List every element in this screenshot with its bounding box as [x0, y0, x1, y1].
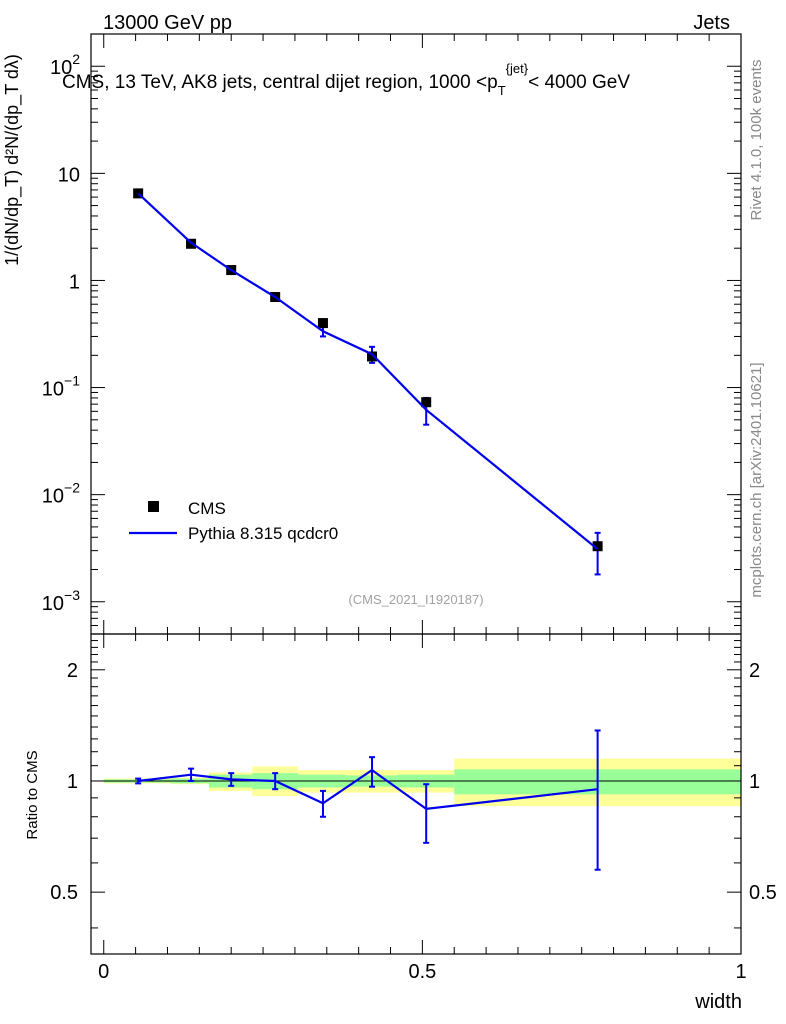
- chart-title-pt-sup: {jet}: [506, 61, 529, 76]
- mcplots-label: mcplots.cern.ch [arXiv:2401.10621]: [748, 362, 765, 597]
- cms-data-point: [367, 351, 378, 362]
- ratio-y-axis-label: Ratio to CMS: [24, 750, 41, 839]
- main-y-tick-base: 10: [58, 164, 80, 186]
- ratio-y-tick-label-left: 0.5: [50, 882, 78, 904]
- header-category: Jets: [693, 12, 730, 34]
- chart-title: CMS, 13 TeV, AK8 jets, central dijet reg…: [62, 61, 630, 98]
- ratio-y-tick-label-right: 0.5: [749, 882, 777, 904]
- main-y-tick-base: 10: [42, 379, 64, 401]
- chart-title-rest: < 4000 GeV: [528, 72, 630, 93]
- cms-data-point: [592, 541, 603, 552]
- ratio-y-tick-label-right: 2: [749, 660, 760, 682]
- ratio-series-layer: [135, 729, 601, 871]
- analysis-watermark: (CMS_2021_I1920187): [348, 592, 483, 607]
- ratio-frame-border: [90, 633, 742, 955]
- main-y-tick-label: 10−3: [42, 587, 80, 615]
- chart-title-pt: p: [487, 72, 498, 93]
- main-y-tick-exp: −2: [64, 480, 80, 496]
- legend-pythia-label: Pythia 8.315 qcdcr0: [188, 524, 338, 543]
- main-y-tick-label: 10−2: [42, 480, 80, 508]
- legend: CMS Pythia 8.315 qcdcr0: [129, 499, 338, 543]
- cms-data-point: [317, 318, 328, 329]
- x-tick-label: 0.5: [408, 961, 436, 983]
- ratio-y-tick-label-left: 1: [67, 771, 78, 793]
- cms-data-point: [133, 188, 144, 199]
- chart-title-text: CMS, 13 TeV, AK8 jets, central dijet reg…: [62, 72, 487, 93]
- ratio-y-tick-label-right: 1: [749, 771, 760, 793]
- main-y-axis-label: 1/(dN/dp_T) d²N/(dp_T dλ): [2, 54, 23, 266]
- main-y-tick-base: 10: [42, 486, 64, 508]
- legend-cms-label: CMS: [188, 499, 226, 518]
- pythia-series-line: [137, 192, 599, 550]
- x-tick-label: 0: [98, 961, 109, 983]
- cms-data-point: [421, 397, 432, 408]
- header-process: 13000 GeV pp: [103, 12, 232, 34]
- main-y-tick-base: 10: [50, 57, 72, 79]
- main-series-layer: [133, 188, 603, 576]
- main-y-tick-exp: −1: [64, 373, 80, 389]
- main-y-tick-exp: −3: [64, 587, 80, 603]
- main-y-tick-base: 1: [69, 271, 80, 293]
- ratio-uncertainty-bands: [103, 758, 741, 807]
- main-y-tick-base: 10: [42, 593, 64, 615]
- main-plot-frame: [90, 33, 742, 635]
- main-y-tick-exp: 2: [72, 51, 80, 67]
- main-y-tick-label: 10−1: [42, 373, 80, 401]
- ratio-y-tick-label-left: 2: [67, 660, 78, 682]
- x-tick-label: 1: [735, 961, 746, 983]
- chart-title-pt-sub: T: [498, 83, 506, 98]
- ratio-series-line: [138, 768, 598, 811]
- main-y-tick-label: 10: [58, 164, 80, 186]
- ratio-plot-frame: [90, 633, 742, 955]
- x-axis-label: width: [694, 991, 742, 1013]
- main-y-tick-label: 1: [69, 271, 80, 293]
- main-frame-border: [90, 33, 742, 635]
- main-y-tick-label: 102: [50, 51, 80, 79]
- legend-cms-marker: [148, 501, 159, 512]
- rivet-version-label: Rivet 4.1.0, 100k events: [748, 60, 765, 221]
